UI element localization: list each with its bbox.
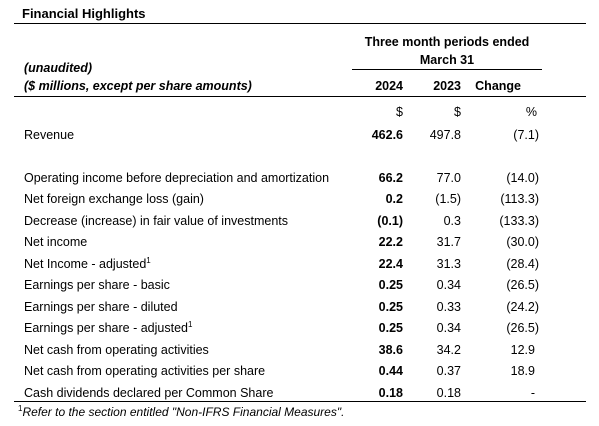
value-2024: 22.4 bbox=[378, 257, 403, 271]
table-row: Revenue 462.6 497.8 (7.1) bbox=[0, 126, 599, 146]
value-2024: 462.6 bbox=[371, 128, 403, 142]
value-change: (26.5) bbox=[506, 321, 539, 335]
table-row: Operating income before depreciation and… bbox=[0, 169, 599, 189]
table-row: Earnings per share - adjusted1 0.25 0.34 (2… bbox=[0, 319, 599, 339]
table-row: Net cash from operating activities per s… bbox=[0, 362, 599, 382]
unaudited-note: (unaudited) bbox=[24, 61, 93, 75]
table-row: Earnings per share - basic 0.25 0.34 (26.5) bbox=[0, 276, 599, 296]
row-label: Revenue bbox=[24, 128, 74, 142]
row-label-text: Revenue bbox=[24, 128, 75, 142]
value-2023: 0.34 bbox=[436, 278, 461, 292]
table-row: Decrease (increase) in fair value of inv… bbox=[0, 212, 599, 232]
value-2023: 0.37 bbox=[436, 364, 461, 378]
column-header-change: Change bbox=[475, 79, 521, 93]
period-divider bbox=[352, 69, 542, 70]
value-2023: (1.5) bbox=[435, 192, 461, 206]
row-label-text: Earnings per share - basic bbox=[24, 278, 170, 292]
value-change: 12.9 bbox=[510, 343, 535, 357]
row-label-text: Cash dividends declared per Common Share bbox=[24, 386, 274, 400]
footnote-marker: 1 bbox=[18, 404, 23, 413]
value-2024: (0.1) bbox=[377, 214, 403, 228]
unit-change: % bbox=[525, 105, 537, 119]
unit-2023: $ bbox=[454, 105, 461, 119]
table-row: Net foreign exchange loss (gain) 0.2 (1.5)… bbox=[0, 190, 599, 210]
header-divider bbox=[14, 96, 586, 97]
row-label: Net cash from operating activities bbox=[24, 343, 209, 357]
value-2024: 38.6 bbox=[378, 343, 403, 357]
value-change: (30.0) bbox=[506, 235, 539, 249]
footer-divider bbox=[14, 401, 586, 402]
row-label: Earnings per share - basic bbox=[24, 278, 170, 292]
value-2023: 0.18 bbox=[436, 386, 461, 400]
row-label: Cash dividends declared per Common Share bbox=[24, 386, 273, 400]
footnote-text: Refer to the section entitled "Non-IFRS … bbox=[22, 405, 345, 419]
value-change: (7.1) bbox=[513, 128, 539, 142]
table-row: Cash dividends declared per Common Share… bbox=[0, 384, 599, 404]
table-row: Earnings per share - diluted 0.25 0.33 (24.… bbox=[0, 298, 599, 318]
footnote: 1Refer to the section entitled "Non-IFRS… bbox=[18, 404, 345, 420]
row-label-text: Net foreign exchange loss (gain) bbox=[24, 192, 204, 206]
row-label: Net income bbox=[24, 235, 87, 249]
row-label: Net foreign exchange loss (gain) bbox=[24, 192, 204, 206]
value-change: 18.9 bbox=[510, 364, 535, 378]
value-2024: 0.44 bbox=[378, 364, 403, 378]
row-label-text: Operating income before depreciation and… bbox=[24, 171, 330, 185]
value-change: (28.4) bbox=[506, 257, 539, 271]
units-note: ($ millions, except per share amounts) bbox=[24, 79, 252, 93]
footnote-ref: 1 bbox=[146, 255, 151, 265]
page-title: Financial Highlights bbox=[22, 6, 146, 21]
value-2023: 0.33 bbox=[436, 300, 461, 314]
period-header-line1: Three month periods ended bbox=[364, 35, 530, 49]
value-2023: 31.3 bbox=[436, 257, 461, 271]
table-row: Net cash from operating activities 38.6 34… bbox=[0, 341, 599, 361]
row-label-text: Earnings per share - diluted bbox=[24, 300, 178, 314]
value-2023: 497.8 bbox=[429, 128, 461, 142]
value-change: (14.0) bbox=[506, 171, 539, 185]
row-label-text: Decrease (increase) in fair value of inv… bbox=[24, 214, 289, 228]
value-2024: 0.25 bbox=[378, 321, 403, 335]
table-row: Net Income - adjusted1 22.4 31.3 (28.4) bbox=[0, 255, 599, 275]
value-2024: 0.25 bbox=[378, 300, 403, 314]
column-header-2024: 2024 bbox=[375, 79, 403, 93]
period-header-line2: March 31 bbox=[419, 53, 475, 67]
value-2023: 34.2 bbox=[436, 343, 461, 357]
row-label-text: Net Income - adjusted bbox=[24, 257, 147, 271]
column-header-2023: 2023 bbox=[433, 79, 461, 93]
value-2024: 66.2 bbox=[378, 171, 403, 185]
title-block: Financial Highlights bbox=[14, 0, 586, 24]
table-row: Net income 22.2 31.7 (30.0) bbox=[0, 233, 599, 253]
row-label: Earnings per share - adjusted1 bbox=[24, 319, 193, 335]
row-label: Net Income - adjusted1 bbox=[24, 255, 151, 271]
value-change: (24.2) bbox=[506, 300, 539, 314]
row-label: Operating income before depreciation and… bbox=[24, 171, 329, 185]
value-2024: 0.25 bbox=[378, 278, 403, 292]
footnote-ref: 1 bbox=[187, 319, 193, 329]
unit-2024: $ bbox=[396, 105, 403, 119]
value-change: (133.3) bbox=[499, 214, 539, 228]
value-2023: 31.7 bbox=[436, 235, 461, 249]
row-label-text: Earnings per share - adjusted bbox=[24, 321, 188, 335]
row-label-text: Net income bbox=[24, 235, 88, 249]
value-2023: 0.3 bbox=[443, 214, 461, 228]
row-label: Net cash from operating activities per s… bbox=[24, 364, 265, 378]
row-label-text: Net cash from operating activities bbox=[24, 343, 209, 357]
value-2024: 22.2 bbox=[378, 235, 403, 249]
value-2023: 0.34 bbox=[436, 321, 461, 335]
value-2024: 0.2 bbox=[385, 192, 403, 206]
value-2023: 77.0 bbox=[436, 171, 461, 185]
row-label: Decrease (increase) in fair value of inv… bbox=[24, 214, 288, 228]
row-label-text: Net cash from operating activities per s… bbox=[24, 364, 266, 378]
row-label: Earnings per share - diluted bbox=[24, 300, 178, 314]
value-change: (113.3) bbox=[500, 192, 539, 206]
value-2024: 0.18 bbox=[378, 386, 403, 400]
value-change: - bbox=[530, 386, 535, 400]
value-change: (26.5) bbox=[506, 278, 539, 292]
